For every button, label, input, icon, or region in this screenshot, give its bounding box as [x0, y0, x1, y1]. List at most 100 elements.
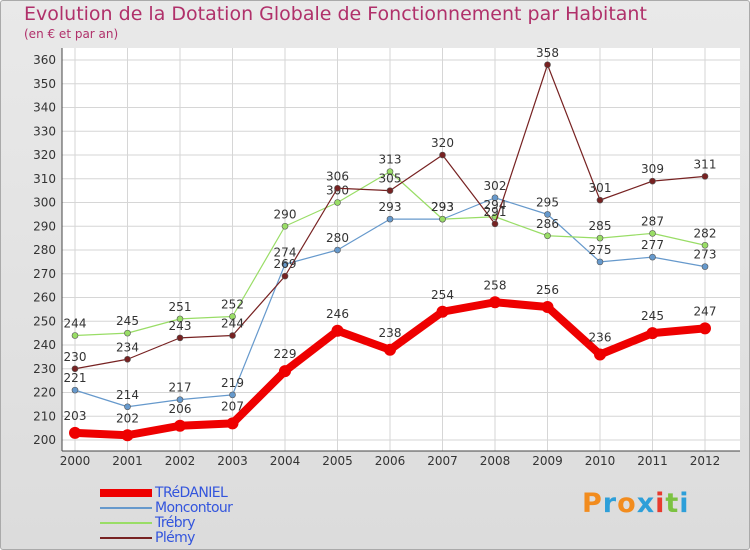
data-point — [176, 396, 184, 403]
data-label: 258 — [484, 278, 507, 292]
data-label: 285 — [589, 219, 612, 233]
data-point — [439, 215, 446, 223]
data-label: 320 — [431, 136, 454, 150]
data-label: 273 — [694, 248, 717, 262]
data-label: 245 — [116, 314, 139, 328]
data-point — [69, 426, 81, 439]
data-label: 256 — [536, 283, 559, 297]
data-label: 269 — [274, 257, 297, 271]
data-label: 290 — [274, 207, 297, 221]
y-tick-label: 280 — [33, 243, 56, 257]
data-point — [646, 327, 659, 340]
data-point — [649, 253, 656, 261]
data-point — [596, 234, 604, 242]
data-point — [491, 194, 499, 202]
data-point — [334, 199, 341, 206]
data-point — [701, 263, 709, 270]
data-point — [176, 315, 184, 323]
data-label: 302 — [484, 179, 507, 193]
data-point — [544, 61, 551, 69]
data-point — [386, 168, 394, 175]
data-point — [544, 211, 551, 218]
data-label: 229 — [274, 347, 297, 361]
y-tick-label: 250 — [33, 314, 56, 328]
y-tick-label: 220 — [33, 386, 56, 400]
data-label: 311 — [694, 157, 717, 171]
legend-swatch — [100, 507, 152, 509]
data-label: 234 — [116, 340, 139, 354]
data-point — [71, 386, 79, 394]
x-tick-label: 2005 — [322, 454, 353, 468]
data-point — [649, 177, 656, 185]
y-tick-label: 260 — [33, 291, 56, 305]
data-point — [331, 324, 344, 337]
y-tick-label: 270 — [33, 267, 56, 281]
data-label: 295 — [536, 195, 559, 209]
data-label: 247 — [694, 304, 717, 318]
data-point — [386, 187, 394, 194]
data-label: 293 — [431, 200, 454, 214]
data-point — [71, 365, 79, 373]
data-label: 280 — [326, 231, 349, 245]
y-tick-label: 320 — [33, 148, 56, 162]
y-tick-label: 360 — [33, 53, 56, 67]
y-tick-label: 230 — [33, 362, 56, 376]
data-point — [226, 417, 239, 430]
data-point — [489, 296, 501, 309]
x-tick-label: 2012 — [690, 454, 721, 468]
data-point — [491, 220, 499, 228]
data-label: 238 — [379, 326, 402, 340]
data-point — [596, 196, 604, 204]
data-point — [649, 230, 656, 237]
data-point — [701, 173, 709, 180]
data-label: 313 — [379, 153, 402, 167]
x-tick-label: 2009 — [532, 454, 563, 468]
data-point — [176, 334, 184, 342]
y-tick-label: 340 — [33, 101, 56, 115]
data-label: 252 — [221, 298, 244, 312]
data-point — [124, 403, 131, 411]
legend-swatch — [100, 537, 152, 539]
legend-label: Plémy — [155, 530, 195, 546]
data-label: 306 — [326, 169, 349, 183]
data-point — [124, 329, 131, 337]
y-tick-label: 300 — [33, 196, 56, 210]
data-label: 287 — [641, 214, 664, 228]
data-label: 202 — [116, 411, 139, 425]
legend-label: TRéDANIEL — [155, 485, 228, 501]
data-label: 358 — [536, 46, 559, 60]
data-label: 301 — [589, 181, 612, 195]
data-point — [436, 305, 449, 318]
y-tick-label: 210 — [33, 409, 56, 423]
data-label: 244 — [221, 317, 244, 331]
data-point — [334, 246, 341, 254]
data-point — [229, 313, 236, 320]
data-point — [594, 348, 606, 361]
y-tick-label: 240 — [33, 338, 56, 352]
data-label: 221 — [64, 371, 87, 385]
data-label: 251 — [169, 300, 192, 314]
data-point — [334, 184, 341, 192]
data-point — [229, 332, 236, 339]
data-label: 219 — [221, 376, 244, 390]
data-label: 236 — [589, 331, 612, 345]
y-tick-label: 330 — [33, 124, 56, 138]
data-label: 245 — [641, 309, 664, 323]
data-point — [701, 241, 709, 249]
data-label: 293 — [431, 200, 454, 214]
data-point — [229, 391, 236, 399]
data-point — [281, 272, 289, 280]
data-label: 282 — [694, 226, 717, 240]
data-label: 254 — [431, 288, 454, 302]
legend-label: Trébry — [155, 515, 195, 531]
data-label: 275 — [589, 243, 612, 257]
brand-logo: Proxiti — [582, 488, 690, 519]
data-label: 203 — [64, 409, 87, 423]
data-label: 246 — [326, 307, 349, 321]
x-tick-label: 2003 — [217, 454, 248, 468]
data-point — [384, 343, 396, 356]
data-point — [124, 355, 131, 363]
data-point — [71, 332, 79, 339]
data-label: 243 — [169, 319, 192, 333]
